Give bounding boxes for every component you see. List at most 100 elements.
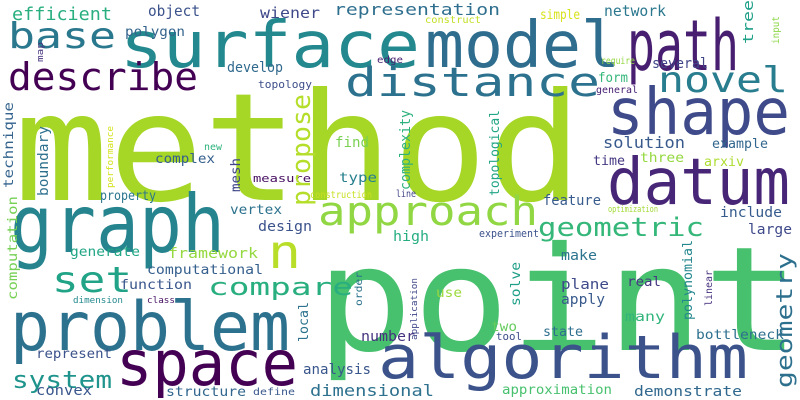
word-order: order [354, 272, 365, 306]
word-develop: develop [227, 60, 283, 76]
word-shape: shape [607, 76, 790, 150]
word-linear: linear [704, 270, 715, 306]
word-approach: approach [318, 189, 538, 235]
word-base: base [8, 16, 116, 57]
word-novel: novel [658, 60, 788, 101]
word-topology: topology [258, 78, 312, 91]
word-describe: describe [8, 55, 198, 99]
word-construction: construction [310, 190, 372, 201]
word-convex: convex [36, 383, 92, 399]
word-bottleneck: bottleneck [696, 328, 784, 343]
word-optimization: optimization [608, 205, 658, 215]
word-type: type [339, 171, 377, 186]
word-boundary: boundary [36, 126, 52, 196]
word-representation: representation [334, 0, 500, 19]
word-computation: computation [6, 196, 21, 300]
word-framework: framework [168, 246, 259, 262]
word-technique: technique [2, 102, 17, 188]
word-application: application [410, 278, 420, 340]
word-large: large [748, 222, 792, 238]
word-network: network [604, 2, 666, 20]
word-object: object [148, 2, 200, 20]
word-problem: problem [10, 288, 290, 367]
word-n: n [268, 225, 301, 279]
word-wiener: wiener [260, 4, 320, 22]
word-represent: represent [36, 347, 112, 362]
word-general: general [596, 85, 638, 96]
word-time: time [593, 154, 625, 169]
word-polynomial: polynomial [681, 240, 696, 320]
word-propose: propose [287, 94, 317, 206]
word-high: high [393, 229, 429, 245]
word-demonstrate: demonstrate [634, 384, 742, 400]
word-polygon: polygon [125, 25, 185, 40]
word-example: example [712, 137, 768, 152]
word-arxiv: arxiv [704, 155, 744, 170]
word-two: two [491, 320, 517, 335]
word-state: state [543, 325, 583, 340]
word-point: point [316, 216, 800, 385]
word-find: find [335, 135, 369, 151]
word-vertex: vertex [230, 203, 282, 218]
word-geometry: geometry [773, 253, 798, 388]
word-number: number [361, 329, 415, 345]
word-define: define [253, 387, 295, 398]
word-method: method [14, 62, 582, 236]
word-apply: apply [561, 292, 605, 308]
word-solution: solution [603, 133, 685, 152]
word-analysis: analysis [303, 362, 371, 378]
word-make: make [561, 248, 597, 264]
word-include: include [720, 205, 782, 221]
word-experiment: experiment [479, 227, 539, 240]
word-design: design [258, 219, 312, 235]
word-path: path [627, 5, 739, 87]
word-plane: plane [561, 277, 609, 293]
word-compare: compare [208, 273, 353, 301]
word-feature: feature [543, 193, 601, 209]
word-complexity: complexity [398, 110, 414, 190]
word-generate: generate [70, 245, 140, 260]
word-computational: computational [147, 263, 263, 278]
word-performance: performance [106, 126, 116, 188]
word-many: many [625, 310, 665, 325]
word-simple: tree [741, 0, 757, 44]
word-algorithm: algorithm [378, 323, 748, 393]
word-function: function [120, 278, 192, 293]
word-dimensional: dimensional [310, 381, 434, 400]
word-mesh: mesh [229, 158, 244, 192]
word-dimension: dimension [73, 296, 123, 306]
word-structure: structure [166, 385, 246, 400]
word-property: property [100, 189, 156, 204]
word-geometric: geometric [538, 213, 704, 243]
word-solve: solve [509, 262, 524, 306]
word-datum: datum [607, 146, 790, 220]
word-complex: complex [155, 152, 215, 167]
word-local: local [297, 302, 312, 342]
word-three: three [640, 151, 684, 166]
word-require: require [601, 56, 635, 67]
word-class: class [147, 296, 175, 306]
word-several: several [652, 56, 708, 72]
word-map: map [36, 42, 46, 62]
word-approximation: approximation [502, 383, 612, 398]
word-line: line [396, 189, 416, 200]
word-surface: surface [120, 9, 420, 83]
word-tool: tool [496, 330, 522, 343]
word-graph: graph [10, 178, 225, 271]
word-input: simple [540, 8, 580, 23]
word-form: form [598, 71, 628, 86]
word-construct: construct [425, 15, 481, 26]
word-edge: edge [377, 55, 403, 66]
word-space: space [116, 327, 298, 400]
word-efficient: efficient [12, 4, 112, 25]
word-distance: distance [345, 60, 600, 106]
word-topological: topological [488, 110, 503, 196]
word-model: model [425, 9, 620, 83]
word-set: set [52, 260, 132, 301]
word-new: new [204, 142, 223, 153]
word-system: system [12, 366, 112, 394]
word-measure: measure [253, 172, 311, 185]
word-real: real [627, 275, 661, 290]
word-use: use [436, 286, 462, 301]
